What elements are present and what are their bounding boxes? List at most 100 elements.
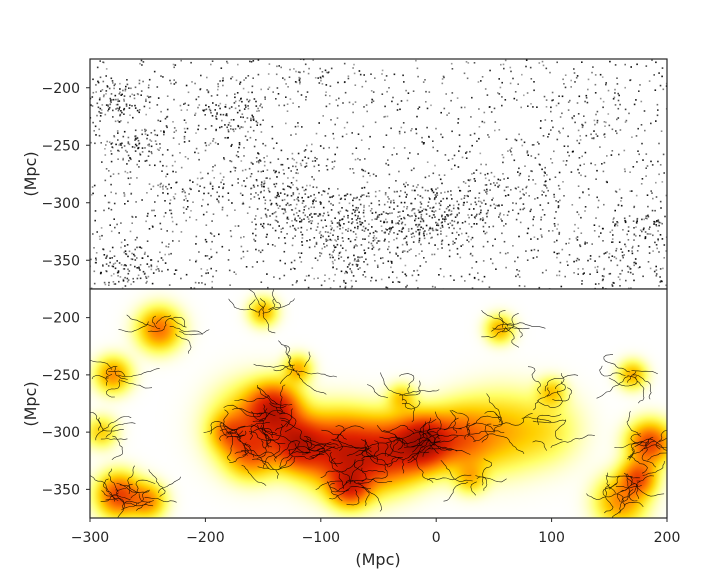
galaxy-point	[145, 275, 147, 278]
filament-network	[90, 289, 667, 518]
galaxy-point	[242, 250, 245, 253]
galaxy-point	[241, 169, 244, 172]
galaxy-point	[124, 245, 126, 247]
galaxy-point	[90, 258, 92, 261]
galaxy-point	[111, 246, 114, 249]
galaxy-point	[129, 171, 132, 173]
galaxy-point	[451, 158, 454, 160]
galaxy-point	[329, 95, 331, 97]
bottom-y-axis-label: (Mpc)	[21, 381, 40, 426]
galaxy-point	[598, 225, 601, 228]
galaxy-point	[354, 214, 357, 217]
galaxy-point	[624, 243, 626, 246]
galaxy-point	[149, 139, 151, 141]
galaxy-point	[633, 239, 635, 241]
galaxy-point	[363, 186, 366, 189]
galaxy-point	[430, 188, 433, 190]
galaxy-point	[451, 232, 454, 234]
galaxy-point	[581, 283, 583, 285]
galaxy-point	[406, 207, 408, 210]
galaxy-point	[93, 247, 95, 249]
galaxy-point	[363, 271, 366, 273]
galaxy-point	[645, 153, 648, 155]
galaxy-point	[112, 116, 114, 118]
galaxy-point	[614, 224, 616, 227]
galaxy-point	[547, 202, 550, 204]
galaxy-point	[290, 204, 292, 206]
galaxy-point	[292, 102, 294, 104]
galaxy-point	[122, 268, 125, 270]
galaxy-point	[203, 186, 206, 189]
galaxy-point	[461, 222, 464, 224]
galaxy-point	[457, 186, 460, 189]
galaxy-point	[553, 223, 556, 225]
galaxy-point	[260, 281, 263, 283]
galaxy-point	[669, 233, 671, 235]
galaxy-point	[371, 212, 374, 214]
galaxy-point	[109, 250, 111, 253]
galaxy-point	[626, 265, 629, 268]
galaxy-point	[171, 216, 173, 219]
galaxy-point	[510, 150, 512, 153]
galaxy-point	[415, 279, 418, 282]
galaxy-point	[518, 174, 521, 177]
galaxy-point	[86, 302, 88, 304]
galaxy-point	[277, 207, 280, 209]
galaxy-point	[421, 136, 423, 139]
galaxy-point	[484, 203, 487, 205]
galaxy-point	[276, 65, 278, 68]
galaxy-point	[570, 171, 573, 173]
galaxy-point	[198, 282, 200, 284]
galaxy-point	[436, 222, 439, 225]
galaxy-point	[155, 143, 158, 145]
galaxy-point	[231, 202, 233, 204]
galaxy-point	[226, 62, 229, 64]
galaxy-point	[94, 219, 96, 222]
galaxy-point	[246, 98, 248, 101]
galaxy-point	[419, 228, 421, 231]
galaxy-point	[526, 151, 529, 154]
galaxy-point	[617, 92, 619, 95]
galaxy-point	[422, 232, 425, 235]
galaxy-point	[157, 97, 160, 99]
galaxy-point	[431, 285, 434, 288]
galaxy-point	[625, 119, 628, 122]
galaxy-point	[134, 129, 137, 132]
galaxy-point	[115, 108, 117, 110]
galaxy-point	[103, 94, 105, 96]
galaxy-point	[297, 215, 300, 217]
galaxy-point	[330, 220, 333, 222]
galaxy-point	[500, 63, 502, 66]
galaxy-point	[106, 86, 109, 88]
galaxy-point	[657, 109, 659, 111]
galaxy-point	[557, 206, 560, 209]
galaxy-point	[649, 233, 652, 235]
galaxy-point	[377, 266, 379, 268]
galaxy-point	[152, 272, 155, 274]
galaxy-point	[205, 211, 208, 213]
galaxy-point	[261, 181, 263, 184]
galaxy-point	[157, 119, 159, 122]
galaxy-point	[417, 229, 419, 231]
galaxy-point	[600, 232, 602, 234]
galaxy-point	[377, 214, 379, 217]
galaxy-point	[296, 280, 298, 282]
galaxy-point	[290, 268, 292, 271]
galaxy-point	[489, 69, 491, 72]
galaxy-point	[557, 205, 560, 207]
galaxy-point	[327, 71, 329, 74]
galaxy-point	[99, 60, 101, 62]
galaxy-point	[649, 226, 651, 228]
galaxy-point	[256, 208, 259, 210]
galaxy-point	[318, 122, 320, 124]
galaxy-point	[458, 150, 460, 152]
galaxy-point	[269, 223, 272, 226]
galaxy-point	[301, 196, 303, 199]
galaxy-point	[306, 229, 308, 231]
galaxy-point	[268, 63, 271, 65]
galaxy-point	[461, 232, 463, 235]
galaxy-point	[380, 278, 383, 281]
galaxy-point	[441, 215, 443, 218]
galaxy-point	[517, 256, 519, 259]
galaxy-point	[579, 164, 582, 167]
